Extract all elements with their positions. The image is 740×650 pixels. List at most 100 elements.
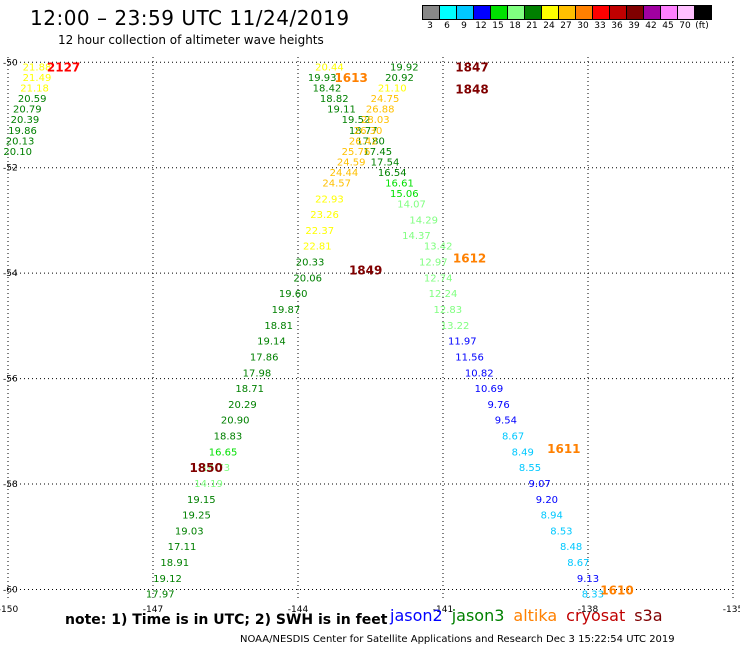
x-tick-label: -147 — [143, 605, 163, 615]
color-scale-label: 12 — [475, 21, 487, 31]
wave-height-value: 19.03 — [175, 526, 204, 537]
legend-entry: jason2 — [390, 606, 443, 625]
color-scale-label: 36 — [611, 21, 623, 31]
wave-height-value: 20.79 — [13, 105, 42, 116]
data-labels: 21.8821.4921.1820.5920.7920.3919.8620.13… — [3, 60, 633, 600]
wave-height-value: 8.55 — [519, 463, 541, 474]
wave-height-value: 9.13 — [577, 574, 599, 585]
wave-height-value: 18.91 — [160, 558, 189, 569]
wave-height-value: 17.97 — [146, 590, 175, 601]
color-scale-label: 6 — [444, 21, 450, 31]
pass-time-label: 1611 — [547, 442, 580, 456]
chart-title: 12:00 – 23:59 UTC 11/24/2019 — [30, 6, 350, 30]
wave-height-value: 22.93 — [315, 194, 344, 205]
satellite-legend: jason2 jason3 altika cryosat s3a — [390, 606, 672, 625]
wave-height-value: 18.77 — [349, 126, 378, 137]
pass-time-label: 1613 — [334, 71, 367, 85]
wave-height-value: 8.67 — [502, 432, 524, 443]
wave-height-value: 22.37 — [305, 226, 334, 237]
wave-height-value: 16.61 — [385, 178, 414, 189]
wave-height-value: 19.12 — [153, 574, 182, 585]
color-scale-label: 27 — [560, 21, 572, 31]
wave-height-value: 13.42 — [424, 242, 453, 253]
wave-height-value: 12.97 — [419, 258, 448, 269]
wave-height-value: 9.07 — [529, 479, 551, 490]
wave-height-value: 17.80 — [356, 136, 385, 147]
wave-height-value: 9.20 — [536, 495, 558, 506]
wave-height-value: 17.45 — [363, 147, 392, 158]
wave-height-value: 20.59 — [18, 94, 47, 105]
wave-height-value: 18.42 — [313, 84, 342, 95]
wave-height-value: 20.90 — [221, 416, 250, 427]
wave-height-value: 18.82 — [320, 94, 349, 105]
y-tick-label: -58 — [3, 480, 18, 490]
legend-entry: s3a — [634, 606, 663, 625]
legend-entry: cryosat — [566, 606, 626, 625]
wave-height-value: 10.82 — [465, 368, 494, 379]
wave-height-value: 17.54 — [371, 157, 400, 168]
wave-height-value: 28.03 — [361, 115, 390, 126]
wave-height-value: 14.19 — [194, 479, 223, 490]
wave-height-value: 14.29 — [409, 215, 438, 226]
pass-time-label: 1849 — [349, 263, 382, 277]
y-tick-label: -52 — [3, 164, 18, 174]
wave-height-value: 14.73 — [202, 463, 231, 474]
wave-height-value: 16.54 — [378, 168, 407, 179]
wave-height-value: 10.69 — [475, 384, 504, 395]
wave-height-value: 14.37 — [402, 231, 431, 242]
wave-height-value: 21.18 — [20, 84, 49, 95]
footnote: note: 1) Time is in UTC; 2) SWH is in fe… — [65, 612, 388, 628]
color-scale-label: 3 — [427, 21, 433, 31]
wave-height-value: 19.11 — [327, 105, 356, 116]
x-tick-label: -144 — [288, 605, 309, 615]
wave-height-value: 20.92 — [385, 73, 414, 84]
pass-time-label: 1612 — [453, 251, 486, 265]
wave-height-value: 20.10 — [3, 147, 32, 158]
wave-height-value: 12.74 — [424, 273, 453, 284]
wave-height-value: 12.83 — [434, 305, 463, 316]
wave-height-value: 23.26 — [310, 210, 339, 221]
wave-height-value: 20.13 — [6, 136, 35, 147]
wave-height-value: 20.39 — [11, 115, 40, 126]
wave-height-value: 8.48 — [560, 542, 582, 553]
wave-height-value: 21.49 — [23, 73, 52, 84]
axis-ticks: -150 -147 -144 -141 -138 -135 -50 -52 -54 -56 -58 -… — [0, 58, 740, 615]
wave-height-value: 21.10 — [378, 84, 407, 95]
wave-height-value: 26.42 — [349, 136, 378, 147]
wave-height-value: 19.60 — [279, 289, 308, 300]
color-scale-label: (ft) — [695, 21, 709, 31]
legend-entry: jason3 — [451, 606, 505, 625]
color-scale-label: 45 — [662, 21, 674, 31]
wave-height-value: 20.06 — [293, 273, 322, 284]
wave-height-value: 19.87 — [272, 305, 301, 316]
wave-height-value: 8.67 — [567, 558, 589, 569]
wave-height-value: 24.59 — [337, 157, 366, 168]
wave-height-value: 17.98 — [243, 368, 272, 379]
color-swatch — [694, 5, 712, 20]
wave-height-value: 11.97 — [448, 337, 477, 348]
color-scale-labels: 3 6 9 12 15 18 21 24 27 30 33 36 39 42 45 70 (ft) — [422, 21, 732, 33]
grid-lines — [7, 57, 734, 600]
pass-time-label: 2127 — [47, 60, 80, 74]
color-scale-label: 24 — [543, 21, 555, 31]
credit-line: NOAA/NESDIS Center for Satellite Applica… — [240, 634, 675, 645]
color-scale-label: 18 — [509, 21, 521, 31]
wave-height-value: 22.81 — [303, 242, 332, 253]
wave-height-value: 19.52 — [342, 115, 371, 126]
wave-height-value: 8.94 — [541, 511, 563, 522]
x-tick-label: -141 — [433, 605, 453, 615]
wave-height-value: 8.33 — [582, 590, 604, 601]
wave-height-value: 19.14 — [257, 337, 286, 348]
color-scale-legend: 3 6 9 12 15 18 21 24 27 30 33 36 39 42 45 70 (ft) — [422, 5, 712, 31]
y-tick-label: -60 — [3, 585, 18, 595]
wave-height-value: 26.88 — [366, 105, 395, 116]
wave-height-value: 21.88 — [23, 62, 52, 73]
wave-height-value: 20.44 — [315, 62, 344, 73]
x-tick-label: -135 — [723, 605, 740, 615]
color-scale-swatches — [422, 5, 712, 24]
color-scale-label: 33 — [594, 21, 606, 31]
wave-height-value: 20.33 — [296, 258, 325, 269]
wave-height-value: 19.86 — [8, 126, 37, 137]
wave-height-value: 12.24 — [429, 289, 458, 300]
